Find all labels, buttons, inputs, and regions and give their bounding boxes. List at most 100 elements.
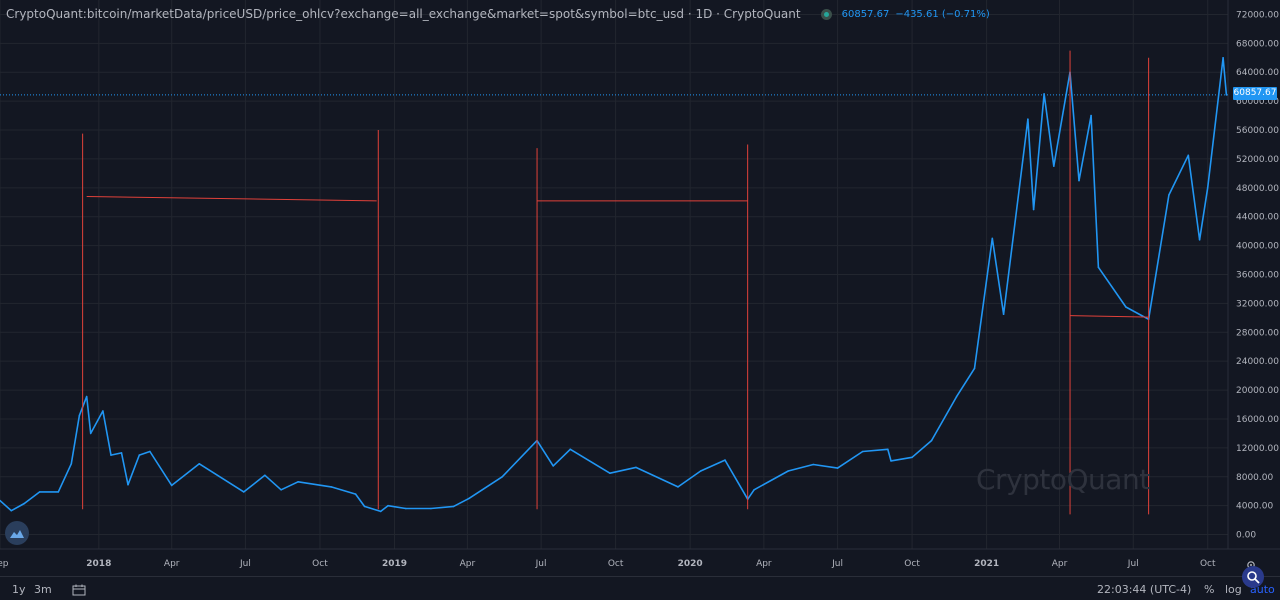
current-price-tag: 60857.67 [1233,87,1277,100]
x-tick-label: Jul [1127,559,1139,569]
annotation-horizontal-line [1070,315,1149,318]
y-tick-label: 72000.00 [1236,10,1279,20]
x-tick-label: Oct [904,559,920,569]
price-point [887,448,889,451]
price-point [120,452,123,454]
price-point [699,470,702,472]
log-toggle[interactable]: log [1225,583,1242,596]
market-status-icon [820,8,832,20]
y-tick-label: 20000.00 [1236,386,1279,396]
x-tick-label: Oct [312,559,328,569]
price-point [861,450,864,453]
x-tick-label: Apr [460,559,476,569]
price-point [1222,57,1224,59]
price-point [354,493,357,495]
y-tick-label: 56000.00 [1236,126,1279,136]
y-tick-label: 4000.00 [1236,502,1273,512]
y-tick-label: 40000.00 [1236,242,1279,252]
mountain-icon [10,530,24,538]
x-tick-label: Oct [1200,559,1216,569]
y-tick-label: 28000.00 [1236,328,1279,338]
price-point [1078,179,1080,182]
price-point [110,454,112,456]
price-point [330,486,333,488]
y-tick-label: 32000.00 [1236,299,1279,309]
price-point [1002,313,1005,316]
price-point [379,510,382,513]
price-point [753,489,755,491]
price-point [787,470,789,472]
price-point [930,439,933,442]
x-tick-label: Apr [1052,559,1068,569]
price-point [1206,187,1209,189]
price-point [405,507,407,510]
price-point [138,454,141,456]
price-point [1090,114,1092,117]
price-point [890,460,892,462]
price-point [89,432,92,435]
x-tick-label: 2021 [974,559,999,569]
price-point [468,497,470,500]
price-point [501,476,504,478]
price-point [70,463,73,465]
price-point [1187,154,1190,157]
y-tick-label: 52000.00 [1236,155,1279,165]
price-point [170,484,173,487]
price-point [10,509,13,512]
annotation-horizontal-line [86,195,377,202]
x-tick-label: Jul [535,559,547,569]
price-point [1032,208,1035,211]
price-point [973,367,976,370]
price-point [78,414,81,417]
price-point [430,507,432,510]
price-point [635,466,637,469]
price-point [1125,306,1127,308]
y-tick-label: 8000.00 [1236,473,1273,483]
price-point [280,489,282,491]
price-point [38,491,41,493]
price-point [198,463,201,465]
price-point [297,481,299,483]
price-point [243,491,245,493]
price-point [836,467,839,469]
bottom-toolbar: 1y 3m 22:03:44 (UTC-4) % log auto [0,576,1280,598]
y-tick-label: 60000.00 [1236,97,1279,107]
price-point [911,456,913,459]
x-tick-label: Jul [239,559,251,569]
symbol-title[interactable]: CryptoQuant:bitcoin/marketData/priceUSD/… [6,7,801,21]
compare-dates-icon[interactable] [72,581,86,600]
y-tick-label: 68000.00 [1236,39,1279,49]
chart-header: CryptoQuant:bitcoin/marketData/priceUSD/… [6,5,990,23]
price-point [1043,93,1045,95]
y-tick-label: 64000.00 [1236,68,1279,78]
cryptoquant-logo-icon[interactable] [5,521,29,545]
price-point [1168,194,1170,196]
y-tick-label: 36000.00 [1236,271,1279,281]
x-tick-label: Apr [164,559,180,569]
price-point [569,448,572,451]
price-point [57,491,60,493]
price-point [387,504,389,507]
price-point [102,410,104,412]
price-point [812,463,815,466]
btc-price-line [0,56,1228,513]
timeframe-1y[interactable]: 1y [12,583,26,596]
y-tick-label: 48000.00 [1236,184,1279,194]
price-point [127,483,129,486]
price-point [85,395,88,398]
price-point [0,499,1,502]
search-icon[interactable] [1242,566,1264,588]
percent-toggle[interactable]: % [1204,583,1215,596]
price-point [264,474,266,477]
price-change: −435.61 (−0.71%) [895,8,990,20]
price-point [149,450,151,453]
timeframe-3m[interactable]: 3m [34,583,52,596]
x-tick-label: 2020 [678,559,703,569]
last-value: 60857.67 [841,8,890,20]
clock: 22:03:44 (UTC-4) [1097,583,1192,596]
x-tick-label: Jul [831,559,843,569]
y-tick-label: 16000.00 [1236,415,1279,425]
x-tick-label: Oct [608,559,624,569]
price-point [724,459,726,461]
